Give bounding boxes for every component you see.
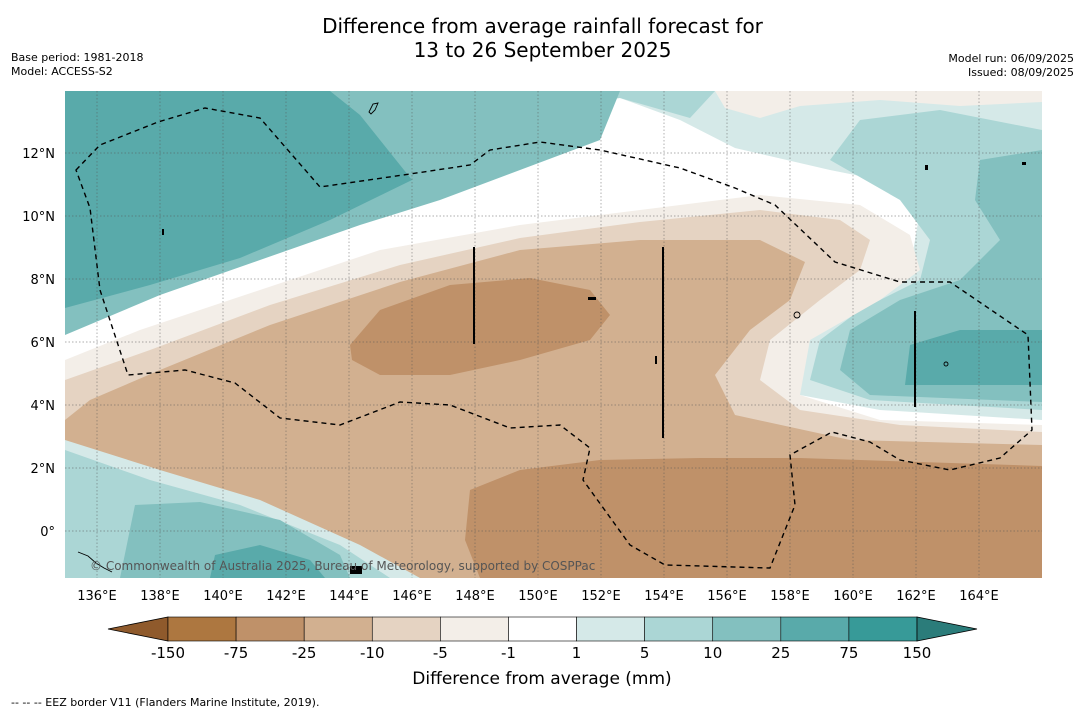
colorbar-tick-label: 150	[903, 644, 932, 662]
colorbar-tick-label: 5	[640, 644, 650, 662]
eez-footnote: -- -- -- EEZ border V11 (Flanders Marine…	[11, 696, 320, 709]
region-separators	[473, 247, 916, 438]
colorbar-tick-label: -1	[501, 644, 516, 662]
lon-label: 152°E	[581, 589, 621, 604]
colorbar-tick-label: -10	[360, 644, 385, 662]
island-outline	[77, 551, 113, 573]
island-dot	[588, 297, 596, 300]
lon-label: 150°E	[518, 589, 558, 604]
lat-label: 6°N	[31, 336, 56, 351]
zone-north-dark-teal	[65, 91, 412, 308]
colorbar-segment	[576, 616, 645, 642]
colorbar-extend-low	[107, 616, 169, 642]
colorbar-segment	[644, 616, 714, 642]
lon-label: 136°E	[77, 589, 117, 604]
colorbar-extend-high	[916, 616, 978, 642]
title-line-2: 13 to 26 September 2025	[413, 38, 672, 62]
lon-label: 142°E	[266, 589, 306, 604]
lon-label: 144°E	[329, 589, 369, 604]
longitude-labels: 136°E 138°E 140°E 142°E 144°E 146°E 148°…	[77, 589, 999, 604]
lat-label: 4°N	[31, 399, 56, 414]
colorbar-tick-label: -5	[433, 644, 448, 662]
lon-label: 148°E	[455, 589, 495, 604]
eez-border-palau-fsm-west	[75, 107, 1033, 569]
lon-label: 160°E	[833, 589, 873, 604]
lon-label: 146°E	[392, 589, 432, 604]
base-period: Base period: 1981-2018	[11, 51, 144, 64]
zone-ne-dark-teal	[905, 330, 1042, 385]
lon-label: 140°E	[203, 589, 243, 604]
colorbar-tick-label: 10	[703, 644, 722, 662]
lat-label: 12°N	[22, 147, 55, 162]
colorbar-segment	[508, 616, 577, 642]
colorbar-tick-label: 25	[771, 644, 790, 662]
zone-sw-dark-teal	[210, 545, 325, 578]
colorbar-tick-label: 75	[839, 644, 858, 662]
colorbar-tick-label: -75	[224, 644, 249, 662]
colorbar-tick-label: -150	[151, 644, 185, 662]
rainfall-difference-field: © Commonwealth of Australia 2025, Bureau…	[65, 91, 1042, 578]
colorbar-segment	[712, 616, 782, 642]
latitude-labels: 12°N 10°N 8°N 6°N 4°N 2°N 0°	[22, 147, 55, 540]
lat-label: 10°N	[22, 210, 55, 225]
model-run: Model run: 06/09/2025	[948, 52, 1074, 65]
lon-label: 154°E	[644, 589, 684, 604]
colorbar-segment	[371, 616, 441, 642]
colorbar-tick-label: -25	[292, 644, 317, 662]
issued-date: Issued: 08/09/2025	[967, 66, 1074, 79]
island-dots	[162, 162, 1026, 574]
title-line-1: Difference from average rainfall forecas…	[322, 14, 763, 38]
colorbar-segment	[235, 616, 305, 642]
colorbar-segment	[303, 616, 373, 642]
island-dot	[350, 566, 362, 574]
lon-label: 138°E	[140, 589, 180, 604]
lat-label: 2°N	[31, 462, 56, 477]
eez-borders	[75, 107, 1033, 569]
island-dot	[1022, 162, 1026, 165]
model-name: Model: ACCESS-S2	[11, 65, 113, 78]
colorbar: -150 -75 -25 -10 -5 -1 1 5 10 25 75 150	[107, 616, 978, 662]
island-dot	[655, 356, 657, 364]
chart-title: Difference from average rainfall forecas…	[0, 14, 1085, 62]
islands	[77, 102, 949, 573]
colorbar-tick-label: 1	[572, 644, 582, 662]
lon-label: 164°E	[959, 589, 999, 604]
meta-right: Model run: 06/09/2025 Issued: 08/09/2025	[948, 52, 1074, 80]
island-outline	[793, 311, 801, 319]
lon-label: 156°E	[707, 589, 747, 604]
copyright-notice: © Commonwealth of Australia 2025, Bureau…	[90, 559, 595, 573]
island-dot	[162, 229, 164, 235]
colorbar-title: Difference from average (mm)	[412, 669, 671, 689]
island-outline	[368, 102, 379, 115]
meta-left: Base period: 1981-2018 Model: ACCESS-S2	[11, 51, 143, 79]
island-outline	[943, 361, 949, 367]
lat-label: 8°N	[31, 273, 56, 288]
colorbar-segment	[780, 616, 850, 642]
colorbar-segment	[167, 616, 237, 642]
zone-dry-core-south	[465, 458, 1042, 578]
zone-dry-core-north	[350, 278, 610, 375]
lon-label: 162°E	[896, 589, 936, 604]
lat-label: 0°	[40, 525, 55, 540]
lon-label: 158°E	[770, 589, 810, 604]
colorbar-segment	[440, 616, 509, 642]
colorbar-segment	[848, 616, 918, 642]
graticule	[65, 91, 1042, 578]
island-dot	[925, 165, 928, 170]
zone-top-right-dry	[715, 91, 1042, 118]
